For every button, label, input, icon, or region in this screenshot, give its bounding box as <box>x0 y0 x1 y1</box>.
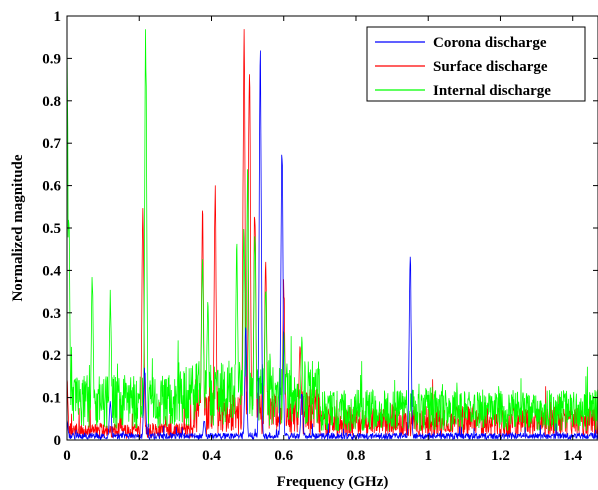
plot-layer <box>66 29 598 441</box>
x-axis-label: Frequency (GHz) <box>277 474 389 490</box>
y-tick-label: 0 <box>54 433 62 449</box>
legend-label: Surface discharge <box>433 59 548 75</box>
x-tick-label: 0 <box>63 448 71 464</box>
y-axis-label: Normalized magnitude <box>10 154 26 301</box>
series-line-internal-discharge <box>66 29 598 433</box>
y-tick-label: 0.9 <box>42 51 61 67</box>
x-tick-label: 1 <box>424 448 432 464</box>
legend-label: Internal discharge <box>433 83 551 99</box>
series-line-corona-discharge <box>66 50 598 441</box>
y-tick-label: 1 <box>54 9 62 25</box>
y-tick-label: 0.1 <box>42 391 61 407</box>
legend-box <box>366 26 586 102</box>
y-tick-label: 0.6 <box>42 179 61 195</box>
y-tick-label: 0.8 <box>42 94 61 110</box>
x-tick-label: 1.4 <box>563 448 582 464</box>
ticks-layer: 0 0.2 0.4 0.6 0.8 1 1.2 1.4 0 0.1 0.2 0.3 0.4 0.5 0.6 0… <box>42 9 598 464</box>
y-tick-label: 0.5 <box>42 221 61 237</box>
series-line-surface-discharge <box>66 29 598 440</box>
x-tick-label: 0.4 <box>202 448 221 464</box>
x-tick-label: 0.8 <box>347 448 366 464</box>
legend-label: Corona discharge <box>433 35 547 51</box>
x-tick-label: 0.2 <box>130 448 149 464</box>
y-tick-label: 0.4 <box>42 263 61 279</box>
legend: Corona discharge Surface discharge Interna… <box>366 26 586 102</box>
y-tick-label: 0.3 <box>42 306 61 322</box>
y-tick-label: 0.2 <box>42 348 61 364</box>
y-tick-label: 0.7 <box>42 136 61 152</box>
x-tick-label: 1.2 <box>491 448 510 464</box>
x-tick-label: 0.6 <box>274 448 293 464</box>
